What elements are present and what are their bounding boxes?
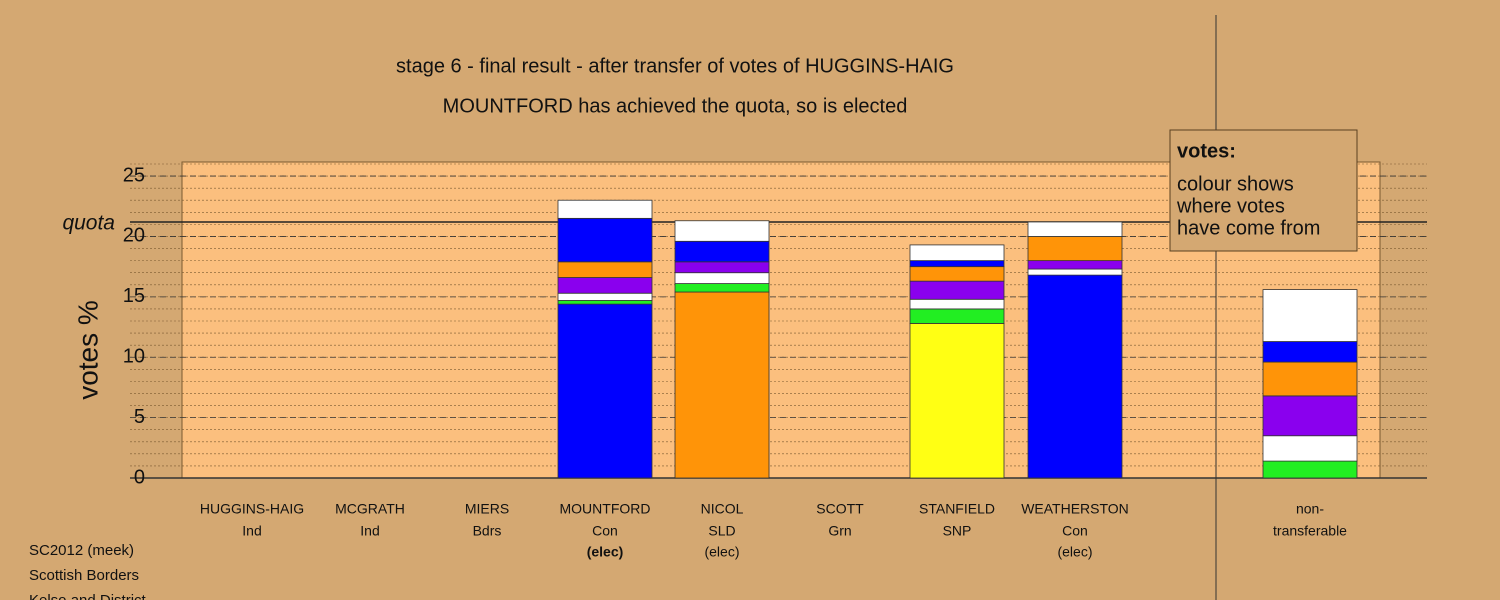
x-tick-status: (elec)	[1057, 544, 1092, 560]
bar-segment	[557, 292, 653, 301]
footer-text: Scottish Borders	[29, 567, 139, 584]
bar-segment	[1027, 268, 1123, 276]
bar-segment	[909, 323, 1005, 479]
bar-segment	[1262, 460, 1358, 479]
bar-segment	[674, 283, 770, 293]
bar-segment	[909, 308, 1005, 324]
legend-text: colour shows	[1177, 173, 1294, 195]
bar-segment	[909, 244, 1005, 262]
x-tick-label: MIERS	[465, 501, 509, 517]
bar-segment	[557, 300, 653, 305]
bar-segment	[557, 261, 653, 278]
bar-segment	[1027, 236, 1123, 262]
x-tick-sublabel: Ind	[242, 523, 261, 539]
legend-title: votes:	[1177, 140, 1236, 162]
bar-segment	[1262, 435, 1358, 462]
x-tick-sublabel: Bdrs	[473, 523, 502, 539]
y-tick-label: 20	[123, 225, 145, 247]
x-tick-sublabel: Con	[1062, 523, 1088, 539]
chart-title: stage 6 - final result - after transfer …	[396, 55, 954, 77]
x-tick-sublabel: Grn	[828, 523, 851, 539]
bar-segment	[674, 220, 770, 242]
footer-text: Kelso and District	[29, 592, 147, 600]
bar-segment	[1262, 395, 1358, 437]
bar-segment	[557, 199, 653, 219]
bar-segment	[1262, 289, 1358, 342]
legend-box	[1169, 129, 1358, 252]
y-tick-label: 10	[123, 346, 145, 368]
bar-segment	[674, 272, 770, 284]
legend-text: where votes	[1176, 195, 1285, 217]
bar-segment	[909, 280, 1005, 300]
x-tick-sublabel: Ind	[360, 523, 379, 539]
chart-subtitle: MOUNTFORD has achieved the quota, so is …	[443, 95, 908, 117]
y-axis-label: votes %	[72, 300, 103, 400]
bar-segment	[1027, 274, 1123, 479]
x-tick-label: NICOL	[701, 501, 744, 517]
x-tick-label: MCGRATH	[335, 501, 405, 517]
footer-text: SC2012 (meek)	[29, 542, 134, 559]
bar-segment	[909, 260, 1005, 268]
x-tick-label: WEATHERSTON	[1021, 501, 1129, 517]
x-tick-sublabel: Con	[592, 523, 618, 539]
x-tick-status: (elec)	[704, 544, 739, 560]
bar-segment	[909, 298, 1005, 310]
bar-segment	[674, 240, 770, 263]
quota-label: quota	[62, 212, 115, 235]
x-tick-label: MOUNTFORD	[560, 501, 651, 517]
x-tick-label: HUGGINS-HAIG	[200, 501, 304, 517]
bar-segment	[1262, 361, 1358, 397]
y-tick-label: 15	[123, 285, 145, 307]
x-tick-status: (elec)	[587, 544, 624, 560]
y-tick-label: 0	[134, 466, 145, 488]
bar-segment	[557, 277, 653, 294]
x-tick-label: non-	[1296, 501, 1324, 517]
bar-segment	[674, 291, 770, 479]
bar-segment	[557, 303, 653, 479]
legend-text: have come from	[1177, 217, 1320, 239]
bar-segment	[909, 266, 1005, 282]
x-tick-sublabel: SNP	[943, 523, 972, 539]
bar-segment	[1027, 221, 1123, 237]
bar-segment	[1262, 341, 1358, 363]
bar-segment	[674, 261, 770, 274]
y-tick-label: 5	[134, 406, 145, 428]
bar-segment	[557, 217, 653, 263]
x-tick-sublabel: SLD	[708, 523, 735, 539]
x-tick-label: SCOTT	[816, 501, 864, 517]
x-tick-sublabel: transferable	[1273, 523, 1347, 539]
y-tick-label: 25	[123, 164, 145, 186]
bar-segment	[1027, 260, 1123, 270]
x-tick-label: STANFIELD	[919, 501, 995, 517]
